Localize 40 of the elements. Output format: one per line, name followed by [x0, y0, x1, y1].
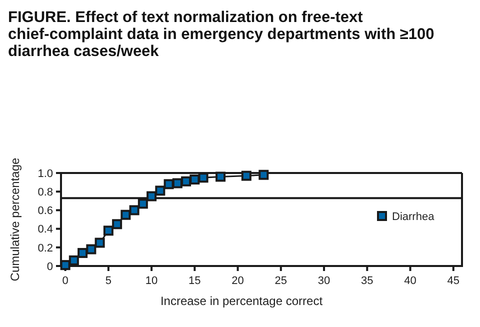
y-tick-label: 0.4	[38, 224, 53, 236]
x-tick-label: 0	[62, 275, 68, 287]
point	[78, 248, 88, 258]
point	[138, 198, 148, 209]
point	[86, 244, 96, 254]
y-tick-label: 0	[46, 260, 53, 273]
point	[68, 255, 79, 266]
x-tick-label: 15	[188, 275, 201, 287]
point	[181, 176, 192, 186]
y-axis-title: Cumulative percentage	[8, 157, 22, 282]
point	[146, 191, 157, 202]
point	[94, 238, 105, 248]
x-tick-label: 45	[447, 275, 460, 287]
point	[172, 178, 182, 188]
y-tick-label: 0.6	[38, 205, 53, 218]
point	[155, 186, 166, 196]
x-axis-title: Increase in percentage correct	[160, 294, 324, 308]
y-tick-label: 1.0	[38, 168, 53, 180]
x-tick-label: 25	[274, 275, 288, 287]
point	[216, 172, 226, 182]
point	[241, 170, 252, 181]
point	[198, 172, 208, 183]
x-tick-label: 40	[404, 275, 416, 287]
point	[258, 170, 269, 180]
x-tick-label: 30	[318, 275, 330, 287]
x-tick-label: 20	[232, 275, 244, 287]
point	[60, 260, 70, 270]
x-tick-label: 35	[361, 275, 374, 287]
y-tick-label: 0.8	[38, 186, 53, 198]
x-tick-label: 5	[105, 275, 112, 287]
y-tick-label: 0.2	[38, 242, 53, 254]
point	[129, 205, 140, 216]
chart-title: FIGURE. Effect of text normalization on free-text chief-complaint data in emergency departments with ≥100 diarrhea cases/week	[8, 9, 434, 60]
point	[164, 179, 174, 190]
point	[112, 219, 122, 230]
point	[120, 210, 131, 220]
legend-label: Diarrhea	[392, 210, 436, 223]
x-tick-label: 10	[145, 275, 158, 287]
point	[190, 174, 200, 185]
point	[103, 226, 114, 236]
